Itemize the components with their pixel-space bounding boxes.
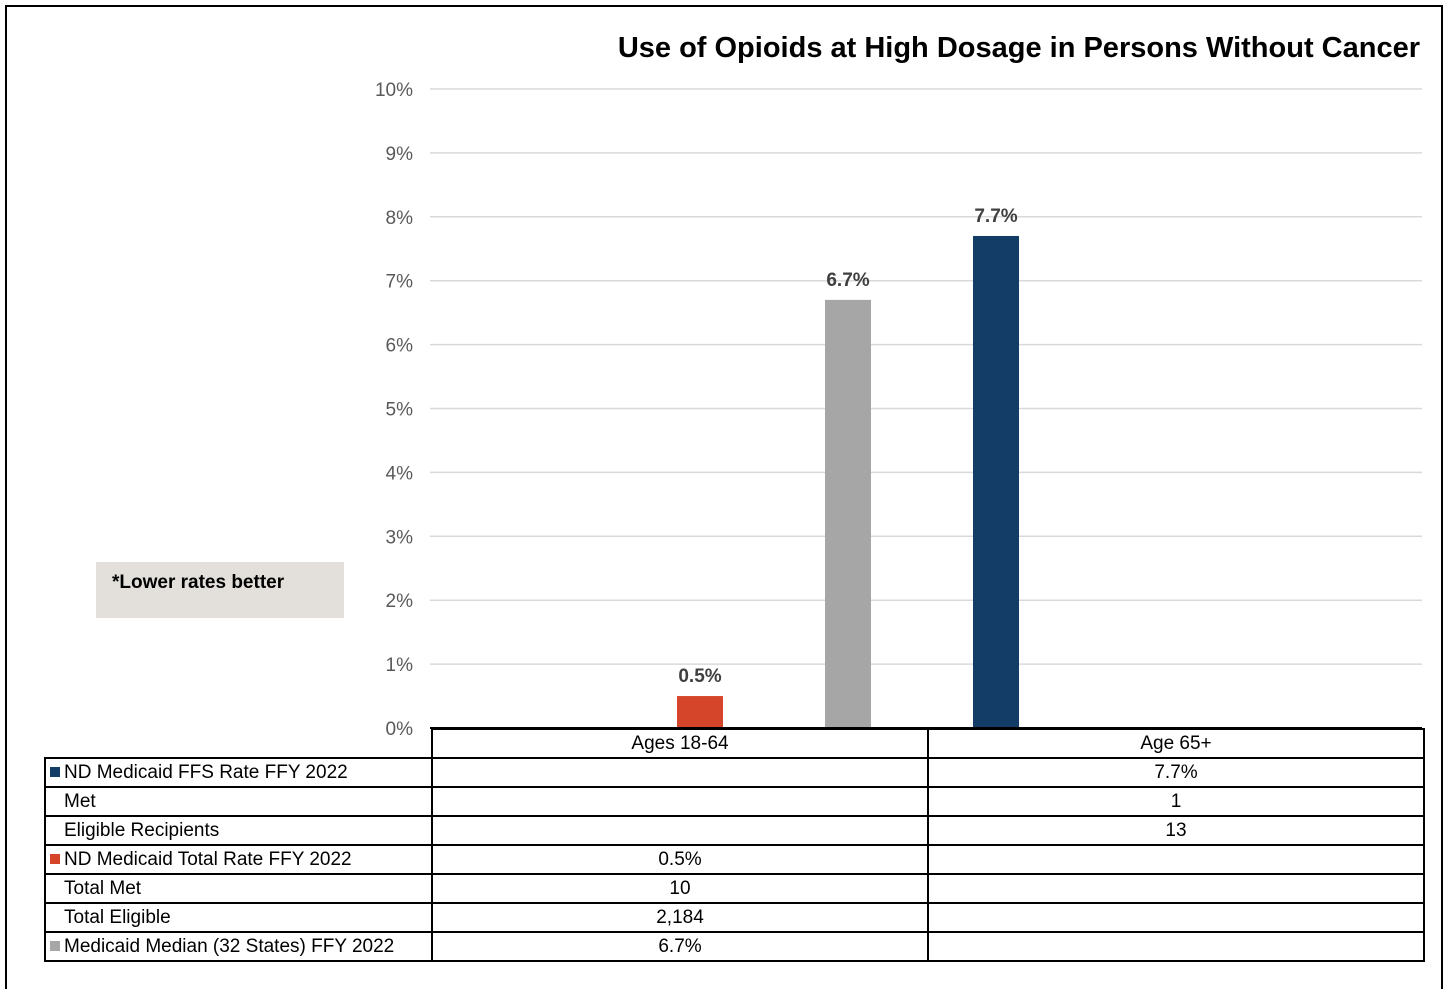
table-cell [431,786,929,817]
y-tick-label: 0% [386,719,414,740]
table-cell: 6.7% [431,931,929,962]
row-label-text: ND Medicaid Total Rate FFY 2022 [64,848,352,870]
row-label-text: Medicaid Median (32 States) FFY 2022 [64,935,395,957]
row-label-text: Total Met [64,877,142,899]
table-row-label: Medicaid Median (32 States) FFY 2022 [44,931,433,962]
data-label: 0.5% [678,666,721,687]
bar-nd-medicaid-ffs-rate-ffy-2022 [973,235,1019,728]
table-row: ND Medicaid Total Rate FFY 2022 0.5% [44,844,1425,875]
table-row: Total Met 10 [44,873,1425,904]
table-cell [927,873,1425,904]
bar-nd-medicaid-total-rate-ffy-2022 [677,696,723,728]
table-cell [431,815,929,846]
table-cell [927,844,1425,875]
table-row: Met 1 [44,786,1425,817]
chart-frame [5,5,1443,989]
y-tick-label: 9% [386,144,414,165]
row-label-text: ND Medicaid FFS Rate FFY 2022 [64,761,348,783]
row-label-text: Eligible Recipients [64,819,220,841]
table-row-label: ND Medicaid Total Rate FFY 2022 [44,844,433,875]
y-tick-label: 2% [386,591,414,612]
table-row: Eligible Recipients 13 [44,815,1425,846]
category-label: Ages 18-64 [431,728,929,759]
table-cell [927,902,1425,933]
table-cell: 0.5% [431,844,929,875]
lower-rates-note: *Lower rates better [96,562,344,618]
y-tick-label: 3% [386,527,414,548]
row-label-text: Total Eligible [64,906,171,928]
table-row-label: Eligible Recipients [44,815,433,846]
table-cell [431,757,929,788]
table-row-label: Total Eligible [44,902,433,933]
table-cell: 13 [927,815,1425,846]
table-cell: 1 [927,786,1425,817]
legend-swatch [50,766,60,777]
lower-rates-note-text: *Lower rates better [112,572,285,593]
table-cell: 2,184 [431,902,929,933]
y-tick-label: 6% [386,336,414,357]
chart-title: Use of Opioids at High Dosage in Persons… [617,32,1420,64]
table-row: Total Eligible 2,184 [44,902,1425,933]
data-label: 6.7% [826,270,869,291]
table-cell [927,931,1425,962]
y-tick-label: 4% [386,463,414,484]
table-row-label: Total Met [44,873,433,904]
row-label-text: Met [64,790,96,812]
y-tick-label: 10% [375,80,413,101]
data-table: Ages 18-64 Age 65+ ND Medicaid FFS Rate … [44,728,1425,962]
y-tick-label: 1% [386,655,414,676]
legend-swatch [50,853,60,864]
table-header-row: Ages 18-64 Age 65+ [45,728,1425,759]
table-row-label: Met [44,786,433,817]
y-tick-label: 8% [386,208,414,229]
y-tick-label: 5% [386,400,414,421]
y-tick-label: 7% [386,272,414,293]
table-corner [45,729,432,758]
category-label: Age 65+ [927,728,1425,759]
table-cell: 7.7% [927,757,1425,788]
table-cell: 10 [431,873,929,904]
table-row: ND Medicaid FFS Rate FFY 2022 7.7% [44,757,1425,788]
data-label: 7.7% [974,206,1017,227]
bar-medicaid-median-32-states-ffy-2022 [825,299,871,728]
legend-swatch [50,940,60,951]
table-row-label: ND Medicaid FFS Rate FFY 2022 [44,757,433,788]
table-row: Medicaid Median (32 States) FFY 2022 6.7% [44,931,1425,962]
